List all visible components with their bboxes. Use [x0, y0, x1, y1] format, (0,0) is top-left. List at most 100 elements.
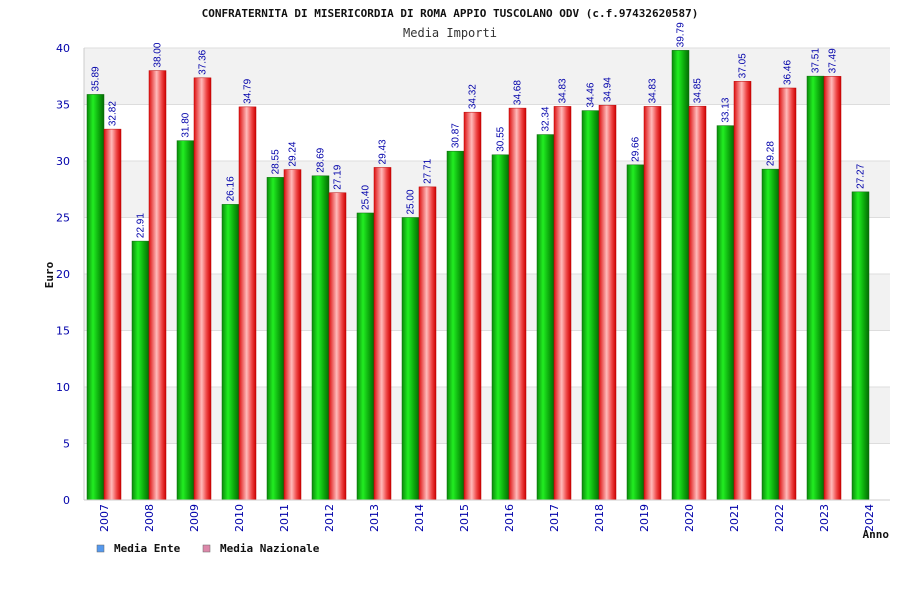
bar-media-ente-2012: [311, 175, 330, 501]
x-tick-label: 2010: [233, 504, 246, 532]
bar-media-nazionale-2011: [283, 169, 302, 501]
value-label: 22.91: [136, 213, 147, 238]
plot-band: [84, 274, 890, 331]
x-tick-label: 2024: [863, 504, 876, 532]
value-label: 34.79: [243, 78, 254, 103]
x-tick-label: 2008: [143, 504, 156, 532]
value-label: 34.85: [693, 78, 704, 103]
x-tick-label: 2021: [728, 504, 741, 532]
value-labels: 35.89 32.82 22.91 38.00 31.80 37.36 26.16 34.79…: [91, 22, 867, 238]
bar-media-ente-2016: [491, 154, 510, 501]
value-label: 39.79: [676, 22, 687, 47]
value-label: 34.83: [558, 78, 569, 103]
bar-media-nazionale-2008: [148, 70, 167, 501]
value-label: 32.82: [108, 101, 119, 126]
x-axis-label: Anno: [863, 528, 890, 541]
plot-band: [84, 387, 890, 444]
value-label: 34.46: [586, 82, 597, 107]
x-tick-label: 2015: [458, 504, 471, 532]
value-label: 34.68: [513, 80, 524, 105]
bar-media-nazionale-2012: [328, 192, 347, 501]
bar-media-ente-2020: [671, 50, 690, 501]
value-label: 34.94: [603, 77, 614, 102]
x-tick-label: 2022: [773, 504, 786, 532]
bar-media-nazionale-2019: [643, 106, 662, 501]
legend-swatch-media-nazionale: [202, 544, 211, 553]
bar-media-ente-2013: [356, 212, 375, 501]
bar-media-nazionale-2022: [778, 87, 797, 501]
value-label: 28.69: [316, 147, 327, 172]
bar-media-ente-2007: [86, 94, 105, 501]
y-tick-label: 0: [63, 494, 70, 507]
value-label: 35.89: [91, 66, 102, 91]
value-label: 25.40: [361, 185, 372, 210]
plot-band: [84, 217, 890, 274]
y-tick-label: 25: [56, 212, 70, 225]
bar-media-nazionale-2021: [733, 81, 752, 501]
legend-label-media-nazionale: Media Nazionale: [220, 542, 320, 555]
value-label: 36.46: [783, 60, 794, 85]
value-label: 31.80: [181, 112, 192, 137]
bar-media-nazionale-2016: [508, 107, 527, 501]
plot-band: [84, 330, 890, 387]
y-axis-label: Euro: [43, 261, 56, 288]
bar-media-nazionale-2009: [193, 77, 212, 501]
value-label: 29.43: [378, 139, 389, 164]
x-tick-label: 2013: [368, 504, 381, 532]
x-axis-ticks: 2007 2008 2009 2010 2011 2012 2013 2014 2015 2016…: [98, 504, 876, 532]
plot-band: [84, 443, 890, 500]
value-label: 27.27: [856, 163, 867, 188]
x-tick-label: 2012: [323, 504, 336, 532]
bar-media-ente-2010: [221, 204, 240, 501]
y-tick-label: 40: [56, 42, 70, 55]
bar-media-ente-2019: [626, 164, 645, 501]
value-label: 37.36: [198, 49, 209, 74]
bar-media-nazionale-2018: [598, 104, 617, 501]
legend: Media Ente Media Nazionale: [96, 542, 320, 555]
chart-subtitle: Media Importi: [403, 26, 497, 40]
plot-band: [84, 161, 890, 218]
bar-media-nazionale-2013: [373, 167, 392, 501]
x-tick-label: 2016: [503, 504, 516, 532]
bar-media-ente-2024: [851, 191, 870, 501]
bar-media-ente-2023: [806, 75, 825, 501]
legend-label-media-ente: Media Ente: [114, 542, 181, 555]
value-label: 28.55: [271, 149, 282, 174]
plot-background: [84, 48, 890, 500]
y-tick-label: 15: [56, 325, 70, 338]
y-tick-label: 10: [56, 381, 70, 394]
y-tick-label: 30: [56, 155, 70, 168]
x-tick-label: 2019: [638, 504, 651, 532]
bar-media-ente-2008: [131, 240, 150, 501]
x-tick-label: 2014: [413, 504, 426, 532]
value-label: 27.71: [423, 158, 434, 183]
x-tick-label: 2009: [188, 504, 201, 532]
value-label: 34.83: [648, 78, 659, 103]
chart-title: CONFRATERNITA DI MISERICORDIA DI ROMA AP…: [202, 7, 699, 20]
bar-media-ente-2015: [446, 150, 465, 501]
value-label: 25.00: [406, 189, 417, 214]
bar-media-ente-2011: [266, 177, 285, 501]
value-label: 26.16: [226, 176, 237, 201]
bar-media-ente-2021: [716, 125, 735, 501]
bar-media-nazionale-2014: [418, 186, 437, 501]
plot-band: [84, 104, 890, 161]
bar-media-ente-2022: [761, 168, 780, 501]
bar-media-ente-2018: [581, 110, 600, 501]
x-tick-label: 2023: [818, 504, 831, 532]
bar-media-ente-2017: [536, 134, 555, 501]
value-label: 29.28: [766, 141, 777, 166]
value-label: 30.55: [496, 126, 507, 151]
value-label: 29.66: [631, 136, 642, 161]
x-tick-label: 2020: [683, 504, 696, 532]
x-tick-label: 2011: [278, 504, 291, 532]
value-label: 29.24: [288, 141, 299, 166]
y-axis-ticks: 0 5 10 15 20 25 30 35 40: [56, 42, 70, 507]
plot-band: [84, 48, 890, 105]
bar-media-nazionale-2010: [238, 106, 257, 501]
x-tick-label: 2007: [98, 504, 111, 532]
y-tick-label: 35: [56, 99, 70, 112]
value-label: 30.87: [451, 123, 462, 148]
bar-media-nazionale-2023: [823, 76, 842, 501]
